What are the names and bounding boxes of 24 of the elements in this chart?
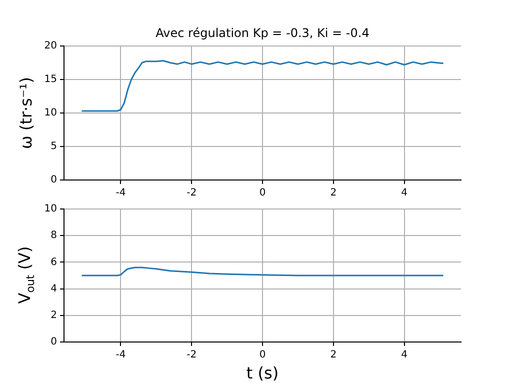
y-tick-label: 20 [44, 40, 57, 52]
x-tick-label: -2 [186, 188, 197, 199]
x-tick-label: 0 [259, 350, 266, 361]
y-tick-label: 8 [50, 230, 57, 242]
y-tick-label: 10 [44, 204, 57, 215]
x-tick-label: -2 [186, 350, 197, 361]
y-tick-label: 6 [50, 256, 57, 268]
x-tick-label: -4 [116, 188, 126, 199]
x-axis-title: t (s) [246, 364, 279, 383]
y-tick-label: 2 [50, 310, 57, 321]
y-tick-label: 0 [50, 174, 57, 186]
x-tick-label: -4 [116, 350, 126, 361]
y-tick-label: 10 [44, 108, 57, 119]
y-axis-title: ω (tr·s⁻¹) [16, 76, 36, 150]
y-tick-label: 5 [50, 141, 57, 152]
y-tick-label: 4 [50, 283, 57, 294]
x-tick-label: 2 [330, 188, 337, 199]
x-tick-label: 4 [401, 350, 408, 361]
chart-title: Avec régulation Kp = -0.3, Ki = -0.4 [156, 26, 370, 40]
y-tick-label: 15 [44, 74, 57, 86]
y-tick-label: 0 [50, 336, 57, 348]
x-tick-label: 2 [330, 350, 337, 361]
x-tick-label: 0 [259, 188, 266, 199]
x-tick-label: 4 [401, 188, 408, 199]
